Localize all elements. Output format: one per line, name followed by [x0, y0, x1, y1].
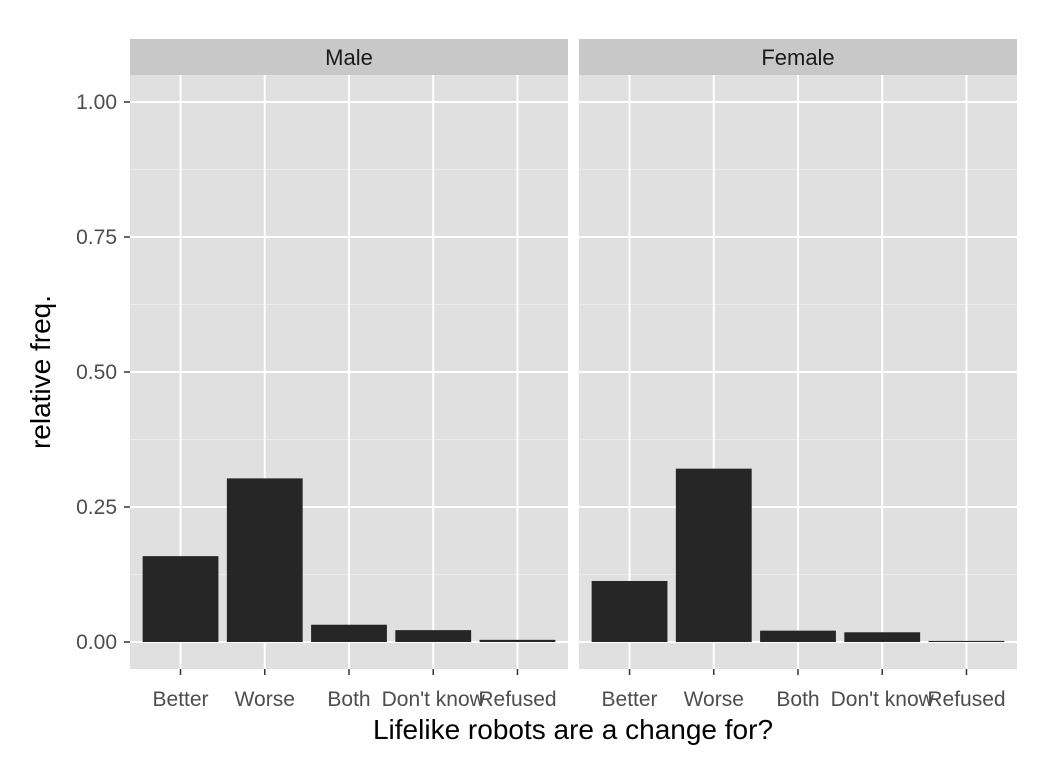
facet-strip — [130, 39, 568, 75]
y-tick-label: 0.50 — [76, 361, 117, 384]
bar-worse — [675, 468, 752, 642]
bar-refused — [479, 639, 556, 642]
x-tick-label: Don't know — [382, 688, 486, 711]
y-tick-label: 1.00 — [76, 91, 117, 114]
x-tick-label: Both — [776, 688, 819, 711]
bar-don-t-know — [395, 630, 472, 642]
x-tick-label: Refused — [478, 688, 556, 711]
bar-better — [142, 556, 219, 642]
bar-both — [760, 630, 836, 642]
x-tick-label: Better — [602, 688, 658, 711]
y-tick-label: 0.00 — [76, 631, 117, 654]
facet-strip-label: Male — [325, 45, 373, 70]
bar-both — [311, 624, 387, 642]
x-tick-label: Worse — [684, 688, 744, 711]
y-axis-title: relative freq. — [25, 295, 56, 449]
y-tick-label: 0.25 — [76, 496, 117, 519]
x-tick-label: Worse — [235, 688, 295, 711]
x-tick-label: Both — [327, 688, 370, 711]
facet-strip-label: Female — [761, 45, 834, 70]
x-tick-label: Refused — [927, 688, 1005, 711]
y-tick-label: 0.75 — [76, 226, 117, 249]
y-axis: 0.00 0.25 0.50 0.75 1.00 — [76, 91, 130, 654]
bar-better — [591, 580, 668, 642]
x-tick-label: Better — [153, 688, 209, 711]
bar-don-t-know — [844, 632, 921, 642]
facet-strip — [579, 39, 1017, 75]
bar-refused — [928, 640, 1005, 642]
x-axis-title: Lifelike robots are a change for? — [373, 714, 773, 745]
bar-worse — [226, 478, 303, 642]
x-tick-label: Don't know — [831, 688, 935, 711]
